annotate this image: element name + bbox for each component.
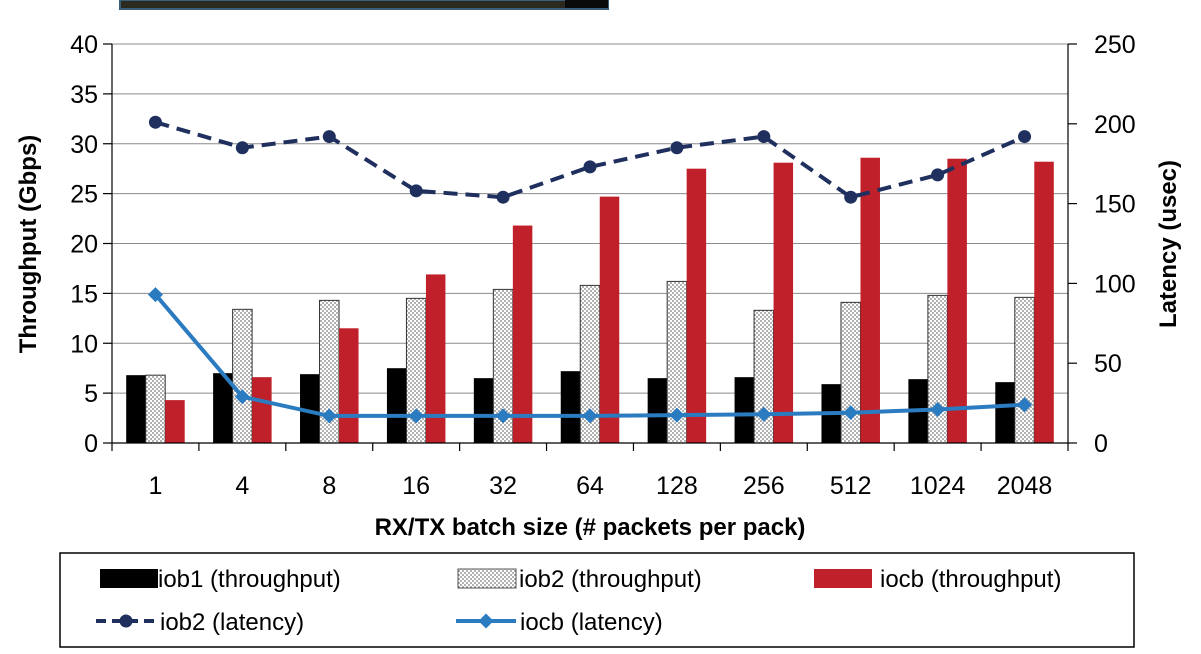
tick-labels: 0 5 10 15 20 25 30 35 40 0 50 100 150 200 250 1 4 8 16 32 64…: [70, 31, 1136, 500]
axes: [103, 43, 1077, 451]
y-tick-label: 25: [70, 181, 98, 209]
legend-swatch: [100, 569, 158, 588]
bar: [1014, 296, 1035, 444]
bar: [686, 168, 707, 443]
bars: [126, 157, 1054, 444]
bar: [165, 400, 185, 443]
top-image-fragment-edge: [565, 0, 608, 8]
line-marker: [234, 389, 250, 405]
line-marker: [148, 115, 162, 129]
bar: [734, 377, 755, 443]
y-tick-label: 40: [70, 31, 98, 59]
bar: [753, 309, 775, 444]
bar: [927, 294, 948, 444]
line-marker: [321, 408, 337, 424]
line-marker: [582, 408, 598, 424]
line-marker: [409, 184, 423, 198]
line-marker: [843, 405, 859, 421]
latency-lines: [147, 115, 1033, 424]
y-tick-label: 0: [84, 430, 98, 458]
bar: [1034, 161, 1054, 443]
bar: [647, 378, 668, 443]
y2-tick-label: 200: [1094, 111, 1136, 139]
line-marker: [322, 130, 336, 144]
x-tick-label: 32: [489, 472, 517, 500]
bar: [145, 374, 166, 444]
y-axis-title: Throughput (Gbps): [15, 135, 42, 354]
legend-label: iob2 (throughput): [519, 566, 702, 593]
x-tick-label: 16: [402, 472, 430, 500]
bar: [599, 196, 620, 443]
bar: [425, 274, 446, 443]
bar: [947, 158, 967, 443]
line-marker: [670, 141, 684, 155]
y-tick-label: 5: [84, 380, 98, 408]
bar: [860, 157, 880, 443]
x-tick-label: 256: [743, 472, 785, 500]
y2-tick-label: 50: [1094, 350, 1122, 378]
legend: iob1 (throughput) iob2 (throughput) iocb (…: [59, 552, 1135, 648]
bar: [213, 373, 233, 443]
bar: [232, 308, 253, 444]
bar: [252, 377, 272, 443]
legend-swatch: [814, 569, 872, 588]
line-marker: [1017, 397, 1033, 413]
line-marker: [844, 190, 858, 204]
bar: [512, 225, 533, 443]
x-tick-label: 4: [235, 472, 249, 500]
x-tick-label: 128: [656, 472, 698, 500]
line-marker: [495, 408, 511, 424]
x-tick-label: 2048: [997, 472, 1053, 500]
line-marker: [583, 160, 597, 174]
y2-tick-label: 0: [1094, 430, 1108, 458]
x-tick-label: 8: [322, 472, 336, 500]
line-marker: [147, 287, 163, 303]
line-marker: [478, 613, 494, 629]
bar: [773, 162, 794, 443]
bar: [386, 368, 407, 443]
y2-axis-title: Latency (usec): [1155, 160, 1182, 328]
legend-label: iob1 (throughput): [158, 566, 341, 593]
series-line: [154, 120, 1026, 200]
x-tick-label: 64: [576, 472, 604, 500]
bar: [339, 328, 359, 443]
bar: [840, 301, 861, 444]
line-marker: [756, 406, 772, 422]
bar: [126, 375, 146, 443]
x-tick-label: 1024: [910, 472, 966, 500]
legend-swatch: [457, 568, 517, 589]
line-marker: [931, 168, 945, 182]
x-tick-label: 512: [830, 472, 872, 500]
bar: [995, 382, 1015, 443]
top-image-fragment: [119, 0, 609, 10]
y-tick-label: 20: [70, 231, 98, 259]
line-marker: [408, 408, 424, 424]
bar: [300, 374, 320, 443]
legend-label: iocb (latency): [520, 609, 663, 636]
y2-tick-label: 250: [1094, 31, 1136, 59]
y-tick-label: 30: [70, 131, 98, 159]
x-tick-label: 1: [149, 472, 163, 500]
line-marker: [496, 190, 510, 204]
line-marker: [930, 401, 946, 417]
y-tick-label: 10: [70, 330, 98, 358]
y2-tick-label: 150: [1094, 191, 1136, 219]
line-marker: [757, 130, 771, 144]
bar: [473, 378, 494, 443]
x-axis-title: RX/TX batch size (# packets per pack): [375, 514, 806, 541]
legend-box: [59, 552, 1135, 648]
y-tick-label: 15: [70, 280, 98, 308]
line-marker: [119, 614, 133, 628]
legend-label: iob2 (latency): [160, 609, 304, 636]
bar: [560, 371, 581, 443]
legend-label: iocb (throughput): [880, 566, 1061, 593]
y-tick-label: 35: [70, 81, 98, 109]
line-marker: [669, 407, 685, 423]
y2-tick-label: 100: [1094, 270, 1136, 298]
line-marker: [1018, 130, 1032, 144]
line-marker: [235, 141, 249, 155]
